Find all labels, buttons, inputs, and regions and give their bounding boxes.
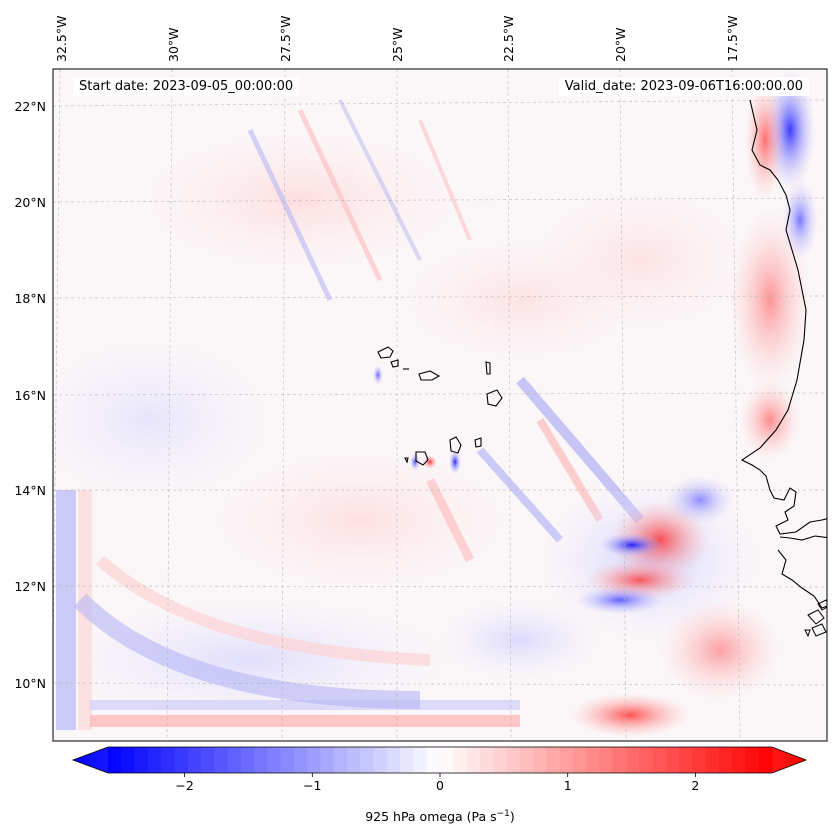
coastline-south [777, 549, 827, 609]
colorbar-band [333, 747, 348, 773]
lat-tick-label: 18°N [14, 291, 46, 306]
map-frame [52, 68, 828, 742]
lat-tick-label: 14°N [14, 483, 46, 498]
colorbar-band [546, 747, 561, 773]
colorbar-band [692, 747, 707, 773]
colorbar-band [466, 747, 481, 773]
lon-tick-label: 32.5°W [54, 16, 69, 62]
map-panel [53, 69, 827, 741]
colorbar-band [599, 747, 614, 773]
lon-tick-label: 20°W [613, 27, 628, 62]
colorbar-band [360, 747, 375, 773]
gambia-river [779, 535, 827, 541]
colorbar-band [426, 747, 441, 773]
colorbar-band [227, 747, 242, 773]
colorbar-label: 925 hPa omega (Pa s−1) [365, 809, 515, 824]
lat-tick-label: 20°N [14, 195, 46, 210]
colorbar-band [532, 747, 547, 773]
colorbar-tick-label: 0 [436, 778, 444, 793]
colorbar-band [559, 747, 574, 773]
colorbar-band [705, 747, 720, 773]
colorbar-band [386, 747, 401, 773]
colorbar-band [254, 747, 268, 773]
colorbar-bands [108, 747, 773, 773]
colorbar-tick-label: −1 [303, 778, 321, 793]
colorbar-band [174, 747, 189, 773]
colorbar-tick-label: 1 [564, 778, 572, 793]
colorbar-band [267, 747, 282, 773]
lon-tick-label: 30°W [166, 27, 181, 62]
lat-tick-label: 10°N [14, 676, 46, 691]
colorbar-band [293, 747, 308, 773]
colorbar-band [758, 747, 773, 773]
colorbar-band [453, 747, 468, 773]
valid-date-label: Valid_date: 2023-09-06T16:00:00.00 [558, 77, 809, 96]
colorbar-band [147, 747, 162, 773]
colorbar-band [572, 747, 587, 773]
colorbar-band [320, 747, 335, 773]
lat-tick-labels: 22°N 20°N 18°N 16°N 14°N 12°N 10°N [14, 99, 46, 691]
colorbar-band [493, 747, 507, 773]
lat-tick-label: 16°N [14, 388, 46, 403]
colorbar-band [639, 747, 654, 773]
colorbar-band [373, 747, 388, 773]
colorbar-band [679, 747, 693, 773]
colorbar-band [440, 747, 454, 773]
coastline [740, 99, 827, 535]
colorbar-band [280, 747, 295, 773]
colorbar-band [586, 747, 600, 773]
lat-tick-label: 12°N [14, 579, 46, 594]
colorbar-band [214, 747, 229, 773]
lon-tick-label: 25°W [390, 27, 405, 62]
lon-tick-labels: 32.5°W 30°W 27.5°W 25°W 22.5°W 20°W 17.5… [54, 16, 740, 62]
colorbar-outline [71, 746, 808, 774]
colorbar-band [240, 747, 255, 773]
cabo-verde-islands [377, 346, 503, 466]
lon-tick-label: 22.5°W [501, 16, 516, 62]
omega-field [53, 70, 818, 737]
colorbar-tick-label: −2 [175, 778, 193, 793]
bijagos-islands [804, 599, 827, 638]
lon-tick-label: 17.5°W [725, 16, 740, 62]
colorbar-band [347, 747, 361, 773]
colorbar: −2 −1 0 1 2 925 hPa omega (Pa s−1) [71, 746, 808, 824]
colorbar-band [519, 747, 534, 773]
colorbar-band [108, 747, 122, 773]
colorbar-band [400, 747, 415, 773]
colorbar-band [745, 747, 760, 773]
lat-tick-label: 22°N [14, 99, 46, 114]
colorbar-band [121, 747, 136, 773]
colorbar-band [665, 747, 680, 773]
colorbar-band [307, 747, 322, 773]
colorbar-band [134, 747, 149, 773]
colorbar-band [413, 747, 428, 773]
colorbar-band [506, 747, 521, 773]
colorbar-band [612, 747, 627, 773]
colorbar-band [161, 747, 175, 773]
colorbar-band [718, 747, 733, 773]
colorbar-band [187, 747, 202, 773]
colorbar-band [652, 747, 667, 773]
colorbar-band [200, 747, 215, 773]
lon-tick-label: 27.5°W [278, 16, 293, 62]
start-date-label: Start date: 2023-09-05_00:00:00 [73, 77, 300, 96]
colorbar-band [625, 747, 640, 773]
colorbar-tick-label: 2 [691, 778, 699, 793]
colorbar-band [732, 747, 747, 773]
colorbar-band [479, 747, 494, 773]
colorbar-ticks: −2 −1 0 1 2 [175, 773, 699, 793]
